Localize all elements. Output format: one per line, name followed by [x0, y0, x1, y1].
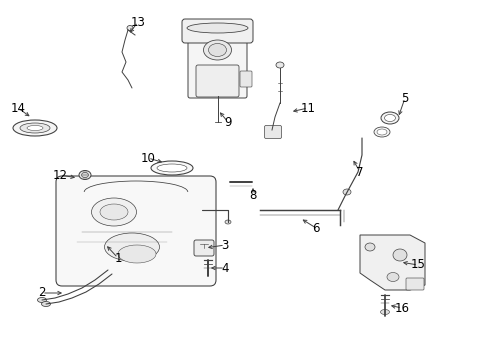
Text: 3: 3 [221, 239, 228, 252]
Text: 14: 14 [10, 102, 25, 114]
FancyBboxPatch shape [405, 278, 423, 290]
Ellipse shape [224, 220, 230, 224]
Ellipse shape [376, 129, 386, 135]
Text: 10: 10 [140, 152, 155, 165]
Ellipse shape [186, 23, 247, 33]
Ellipse shape [380, 112, 398, 124]
Ellipse shape [41, 302, 50, 306]
Ellipse shape [127, 26, 133, 31]
FancyBboxPatch shape [182, 19, 252, 43]
Ellipse shape [91, 198, 136, 226]
Ellipse shape [380, 310, 389, 315]
FancyBboxPatch shape [264, 126, 281, 139]
Text: 5: 5 [401, 91, 408, 104]
FancyBboxPatch shape [196, 65, 239, 97]
FancyBboxPatch shape [194, 240, 214, 256]
Text: 7: 7 [356, 166, 363, 179]
Text: 15: 15 [410, 258, 425, 271]
Text: 4: 4 [221, 261, 228, 274]
Ellipse shape [118, 245, 156, 263]
Ellipse shape [208, 44, 226, 57]
Ellipse shape [384, 114, 395, 122]
Ellipse shape [373, 127, 389, 137]
FancyBboxPatch shape [240, 71, 251, 87]
Ellipse shape [20, 123, 50, 133]
Text: 12: 12 [52, 168, 67, 181]
Ellipse shape [275, 62, 284, 68]
Ellipse shape [151, 161, 193, 175]
Ellipse shape [100, 204, 128, 220]
Ellipse shape [79, 171, 91, 180]
Text: 16: 16 [394, 302, 408, 315]
Text: 1: 1 [114, 252, 122, 265]
Ellipse shape [13, 120, 57, 136]
Ellipse shape [81, 172, 88, 177]
Text: 2: 2 [38, 287, 46, 300]
Ellipse shape [27, 126, 43, 131]
Text: 9: 9 [224, 116, 231, 129]
FancyBboxPatch shape [187, 32, 246, 98]
Ellipse shape [157, 164, 186, 172]
Ellipse shape [392, 249, 406, 261]
Ellipse shape [38, 297, 46, 302]
Text: 11: 11 [300, 102, 315, 114]
Text: 13: 13 [130, 15, 145, 28]
Text: 8: 8 [249, 189, 256, 202]
Ellipse shape [203, 40, 231, 60]
Ellipse shape [386, 273, 398, 282]
Ellipse shape [342, 189, 350, 195]
Ellipse shape [364, 243, 374, 251]
Ellipse shape [104, 233, 159, 261]
Text: 6: 6 [312, 221, 319, 234]
Polygon shape [359, 235, 424, 290]
FancyBboxPatch shape [56, 176, 216, 286]
